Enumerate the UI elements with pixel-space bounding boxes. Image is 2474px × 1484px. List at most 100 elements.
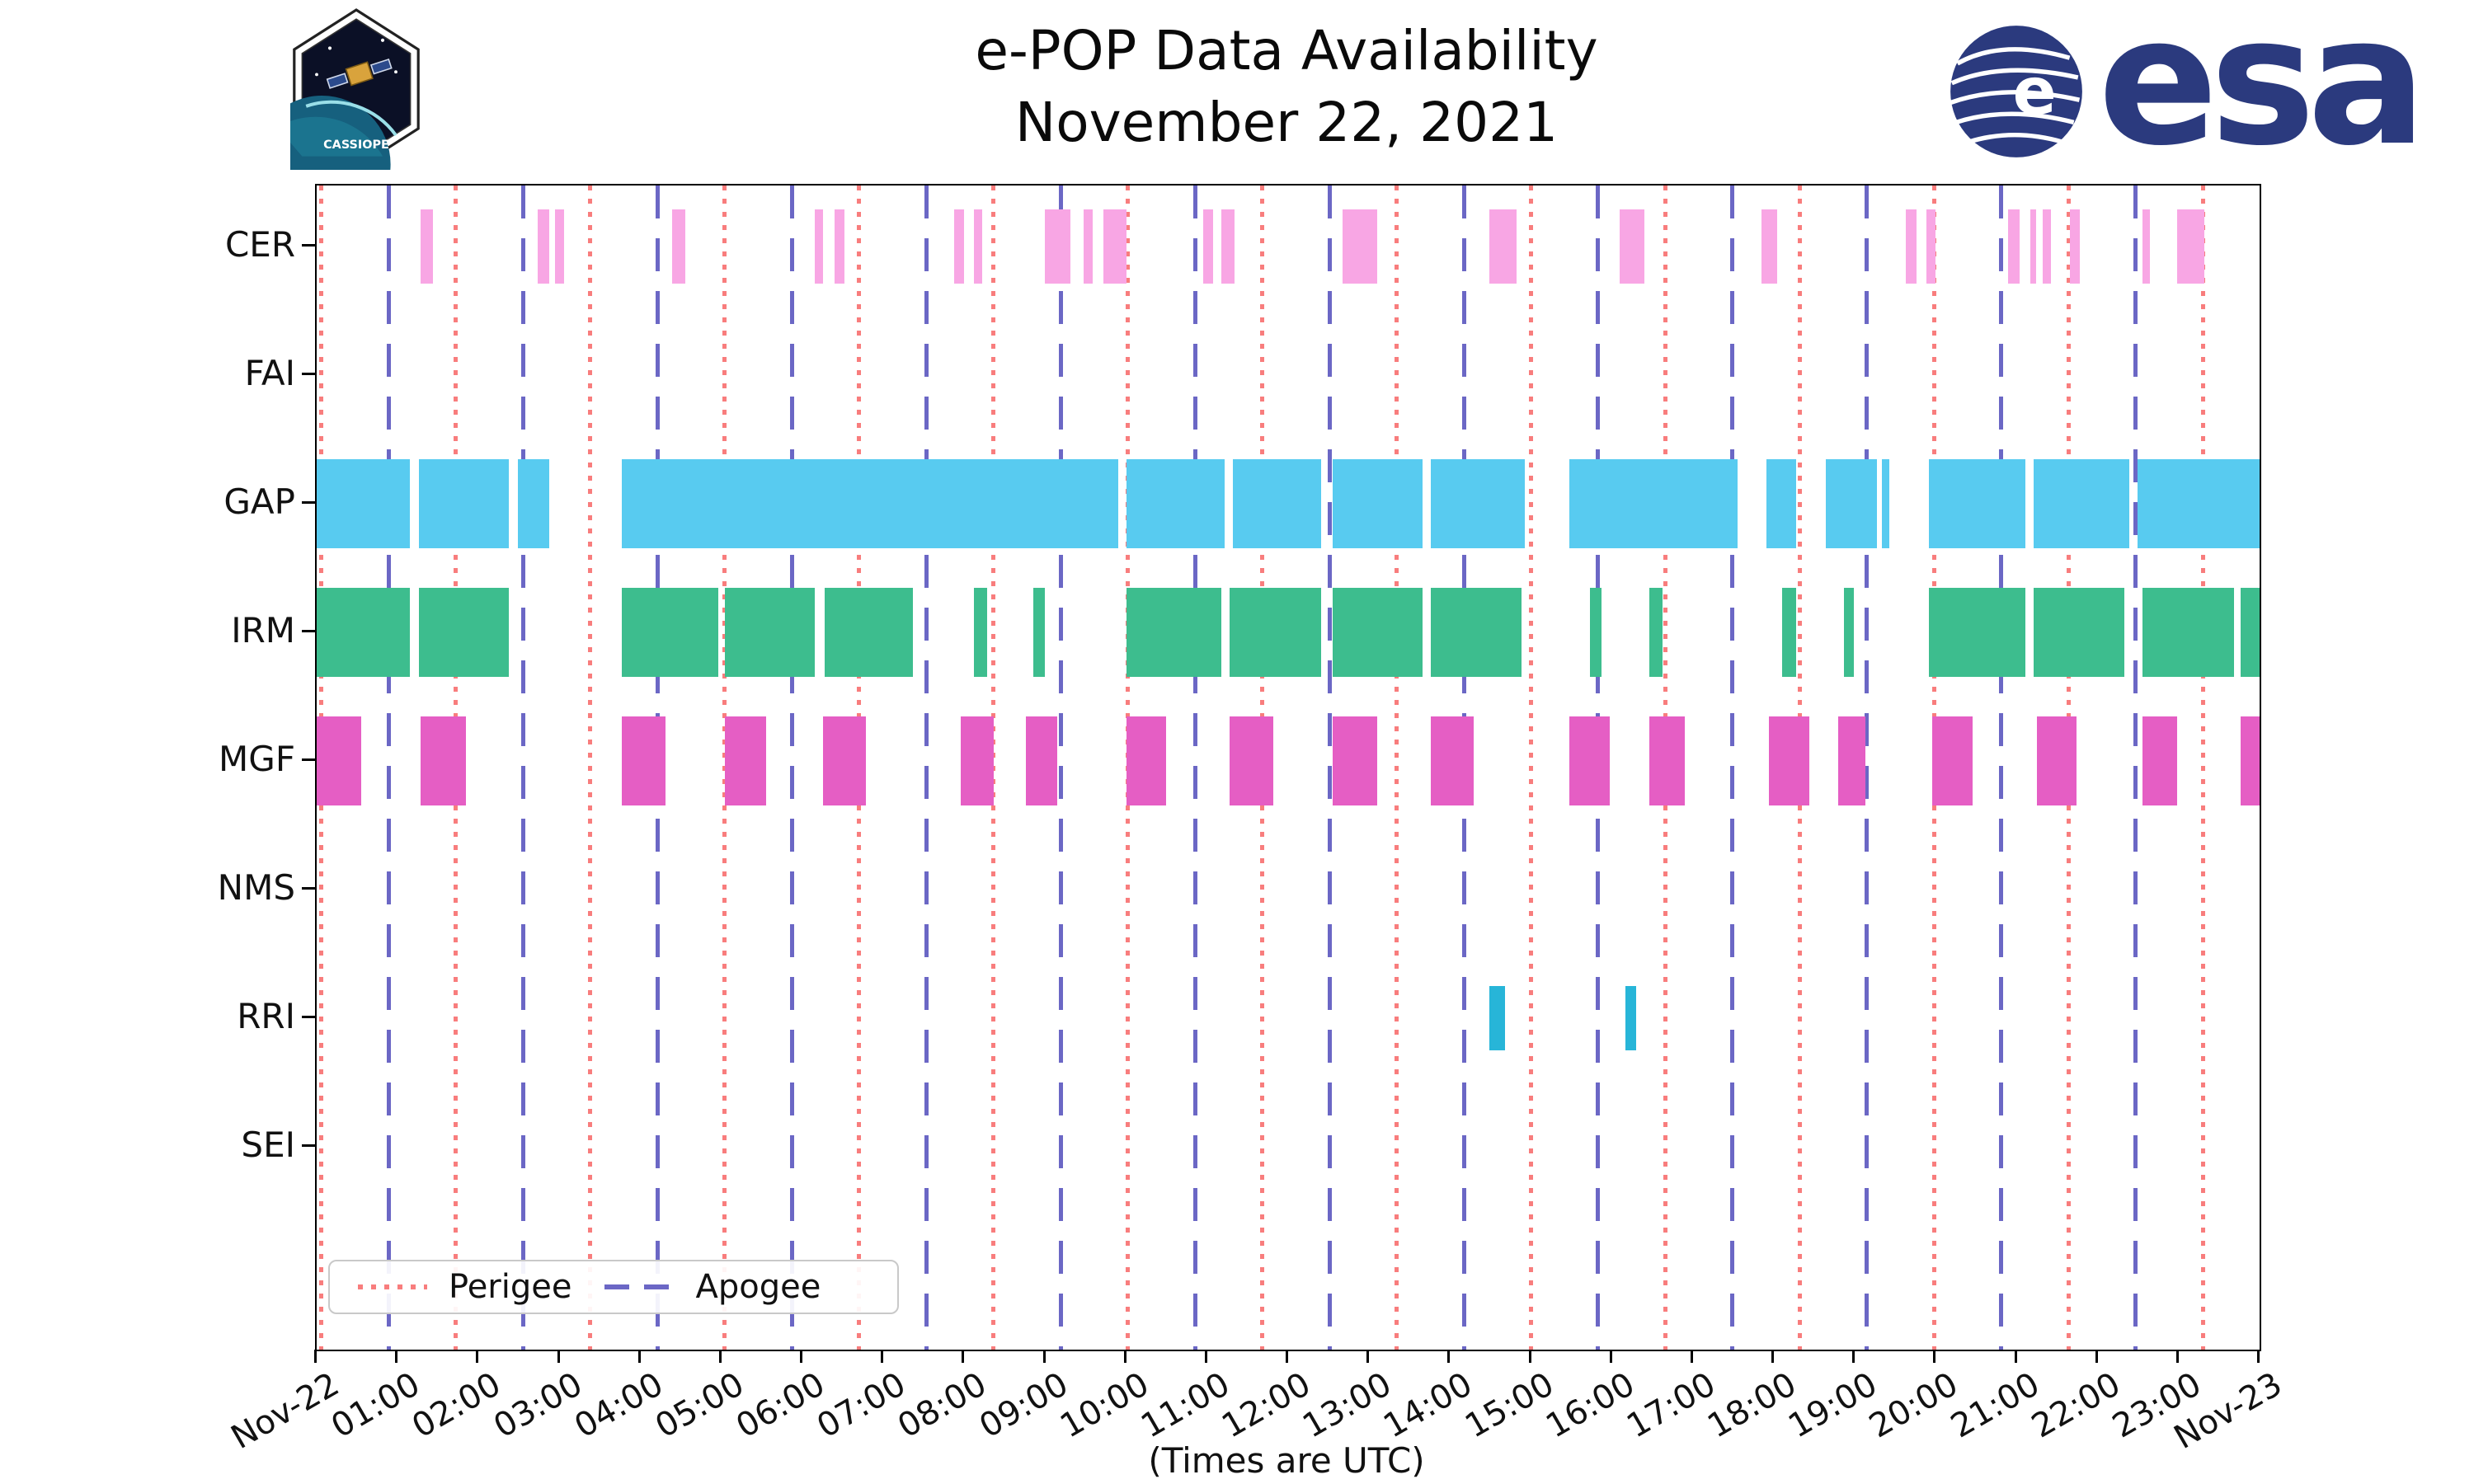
apogee-line [2133,186,2138,1350]
row-label-fai: FAI [244,353,295,393]
x-tick-label: 13:00 [1296,1365,1399,1446]
mgf-availability-bar [1025,716,1058,805]
mgf-availability-bar [1430,716,1474,805]
x-tick-label: 19:00 [1782,1365,1884,1446]
gap-availability-bar [1126,459,1225,548]
cer-availability-bar [2070,209,2081,284]
x-tick [718,1350,722,1363]
irm-availability-bar [1332,588,1423,677]
gap-availability-bar [2137,459,2260,548]
row-label-sei: SEI [241,1125,295,1165]
availability-bars-layer [317,186,2260,1350]
cer-availability-bar [1044,209,1070,284]
x-tick-label: 16:00 [1539,1365,1641,1446]
chart-title: e-POP Data Availability November 22, 202… [315,15,2258,158]
x-tick [2175,1350,2179,1363]
x-tick [1528,1350,1531,1363]
perigee-line [1395,186,1399,1350]
cer-availability-bar [1103,209,1126,284]
y-tick [302,1144,315,1147]
gap-availability-bar [1233,459,1322,548]
x-tick [962,1350,965,1363]
x-tick-label: 04:00 [567,1365,670,1446]
mgf-availability-bar [420,716,466,805]
x-tick-label: 11:00 [1134,1365,1236,1446]
irm-availability-bar [1844,588,1855,677]
x-tick [1852,1350,1856,1363]
cer-availability-bar [835,209,845,284]
mgf-availability-bar [961,716,994,805]
x-tick [2014,1350,2017,1363]
cassiope-mission-patch: CASSIOPE [290,8,420,170]
gap-availability-bar [1569,459,1738,548]
x-tick-label: 20:00 [1863,1365,1965,1446]
x-tick [1042,1350,1046,1363]
chart-title-line2: November 22, 2021 [1014,91,1559,155]
mgf-availability-bar [1230,716,1274,805]
x-tick-label: 08:00 [891,1365,994,1446]
irm-availability-bar [1590,588,1602,677]
apogee-line [789,186,794,1350]
apogee-line-sample [604,1284,675,1289]
mgf-availability-bar [1769,716,1810,805]
irm-availability-bar [1781,588,1797,677]
irm-availability-bar [724,588,815,677]
irm-availability-bar [2142,588,2234,677]
x-tick [2257,1350,2260,1363]
y-tick [302,887,315,890]
cer-availability-bar [1202,209,1213,284]
mgf-availability-bar [1332,716,1377,805]
legend-entry-perigee: Perigee [358,1268,571,1306]
y-tick [302,244,315,247]
gap-availability-bar [1332,459,1423,548]
apogee-line [1730,186,1735,1350]
cer-availability-bar [1489,209,1517,284]
x-tick-label: 05:00 [648,1365,750,1446]
cer-availability-bar [2042,209,2051,284]
apogee-line [1865,186,1870,1350]
cer-availability-bar [1761,209,1777,284]
mgf-availability-bar [822,716,866,805]
x-tick [395,1350,398,1363]
x-tick-label: 03:00 [487,1365,589,1446]
legend: Perigee Apogee [328,1260,899,1314]
apogee-line [386,186,391,1350]
cer-availability-bar [974,209,982,284]
cer-availability-bar [2030,209,2037,284]
x-tick-label: 22:00 [2025,1365,2127,1446]
x-axis-caption: (Times are UTC) [1148,1440,1425,1481]
mgf-availability-bar [2241,716,2260,805]
irm-availability-bar [622,588,718,677]
apogee-line [520,186,525,1350]
irm-availability-bar [974,588,987,677]
x-tick [557,1350,560,1363]
irm-availability-bar [2034,588,2125,677]
gap-availability-bar [1430,459,1525,548]
x-tick-label: 18:00 [1701,1365,1803,1446]
x-tick [1609,1350,1612,1363]
irm-availability-bar [1929,588,2026,677]
x-tick-label: 21:00 [1944,1365,2046,1446]
x-tick [800,1350,802,1363]
x-tick-label: 17:00 [1620,1365,1722,1446]
cer-availability-bar [671,209,685,284]
cer-availability-bar [2142,209,2151,284]
cer-availability-bar [814,209,823,284]
apogee-line [1192,186,1197,1350]
row-label-irm: IRM [231,610,295,650]
perigee-legend-label: Perigee [449,1268,572,1306]
row-label-nms: NMS [217,867,295,908]
irm-availability-bar [2241,588,2260,677]
cer-availability-bar [2176,209,2205,284]
esa-globe-icon: e [1950,26,2082,157]
cassiope-label: CASSIOPE [323,139,389,152]
esa-logo: e esa [1946,0,2427,170]
x-tick [314,1350,317,1363]
gap-availability-bar [2034,459,2129,548]
row-label-gap: GAP [223,481,295,522]
cer-availability-bar [554,209,565,284]
gap-availability-bar [1881,459,1890,548]
irm-availability-bar [825,588,914,677]
x-tick [1366,1350,1370,1363]
x-tick-label: 09:00 [972,1365,1075,1446]
